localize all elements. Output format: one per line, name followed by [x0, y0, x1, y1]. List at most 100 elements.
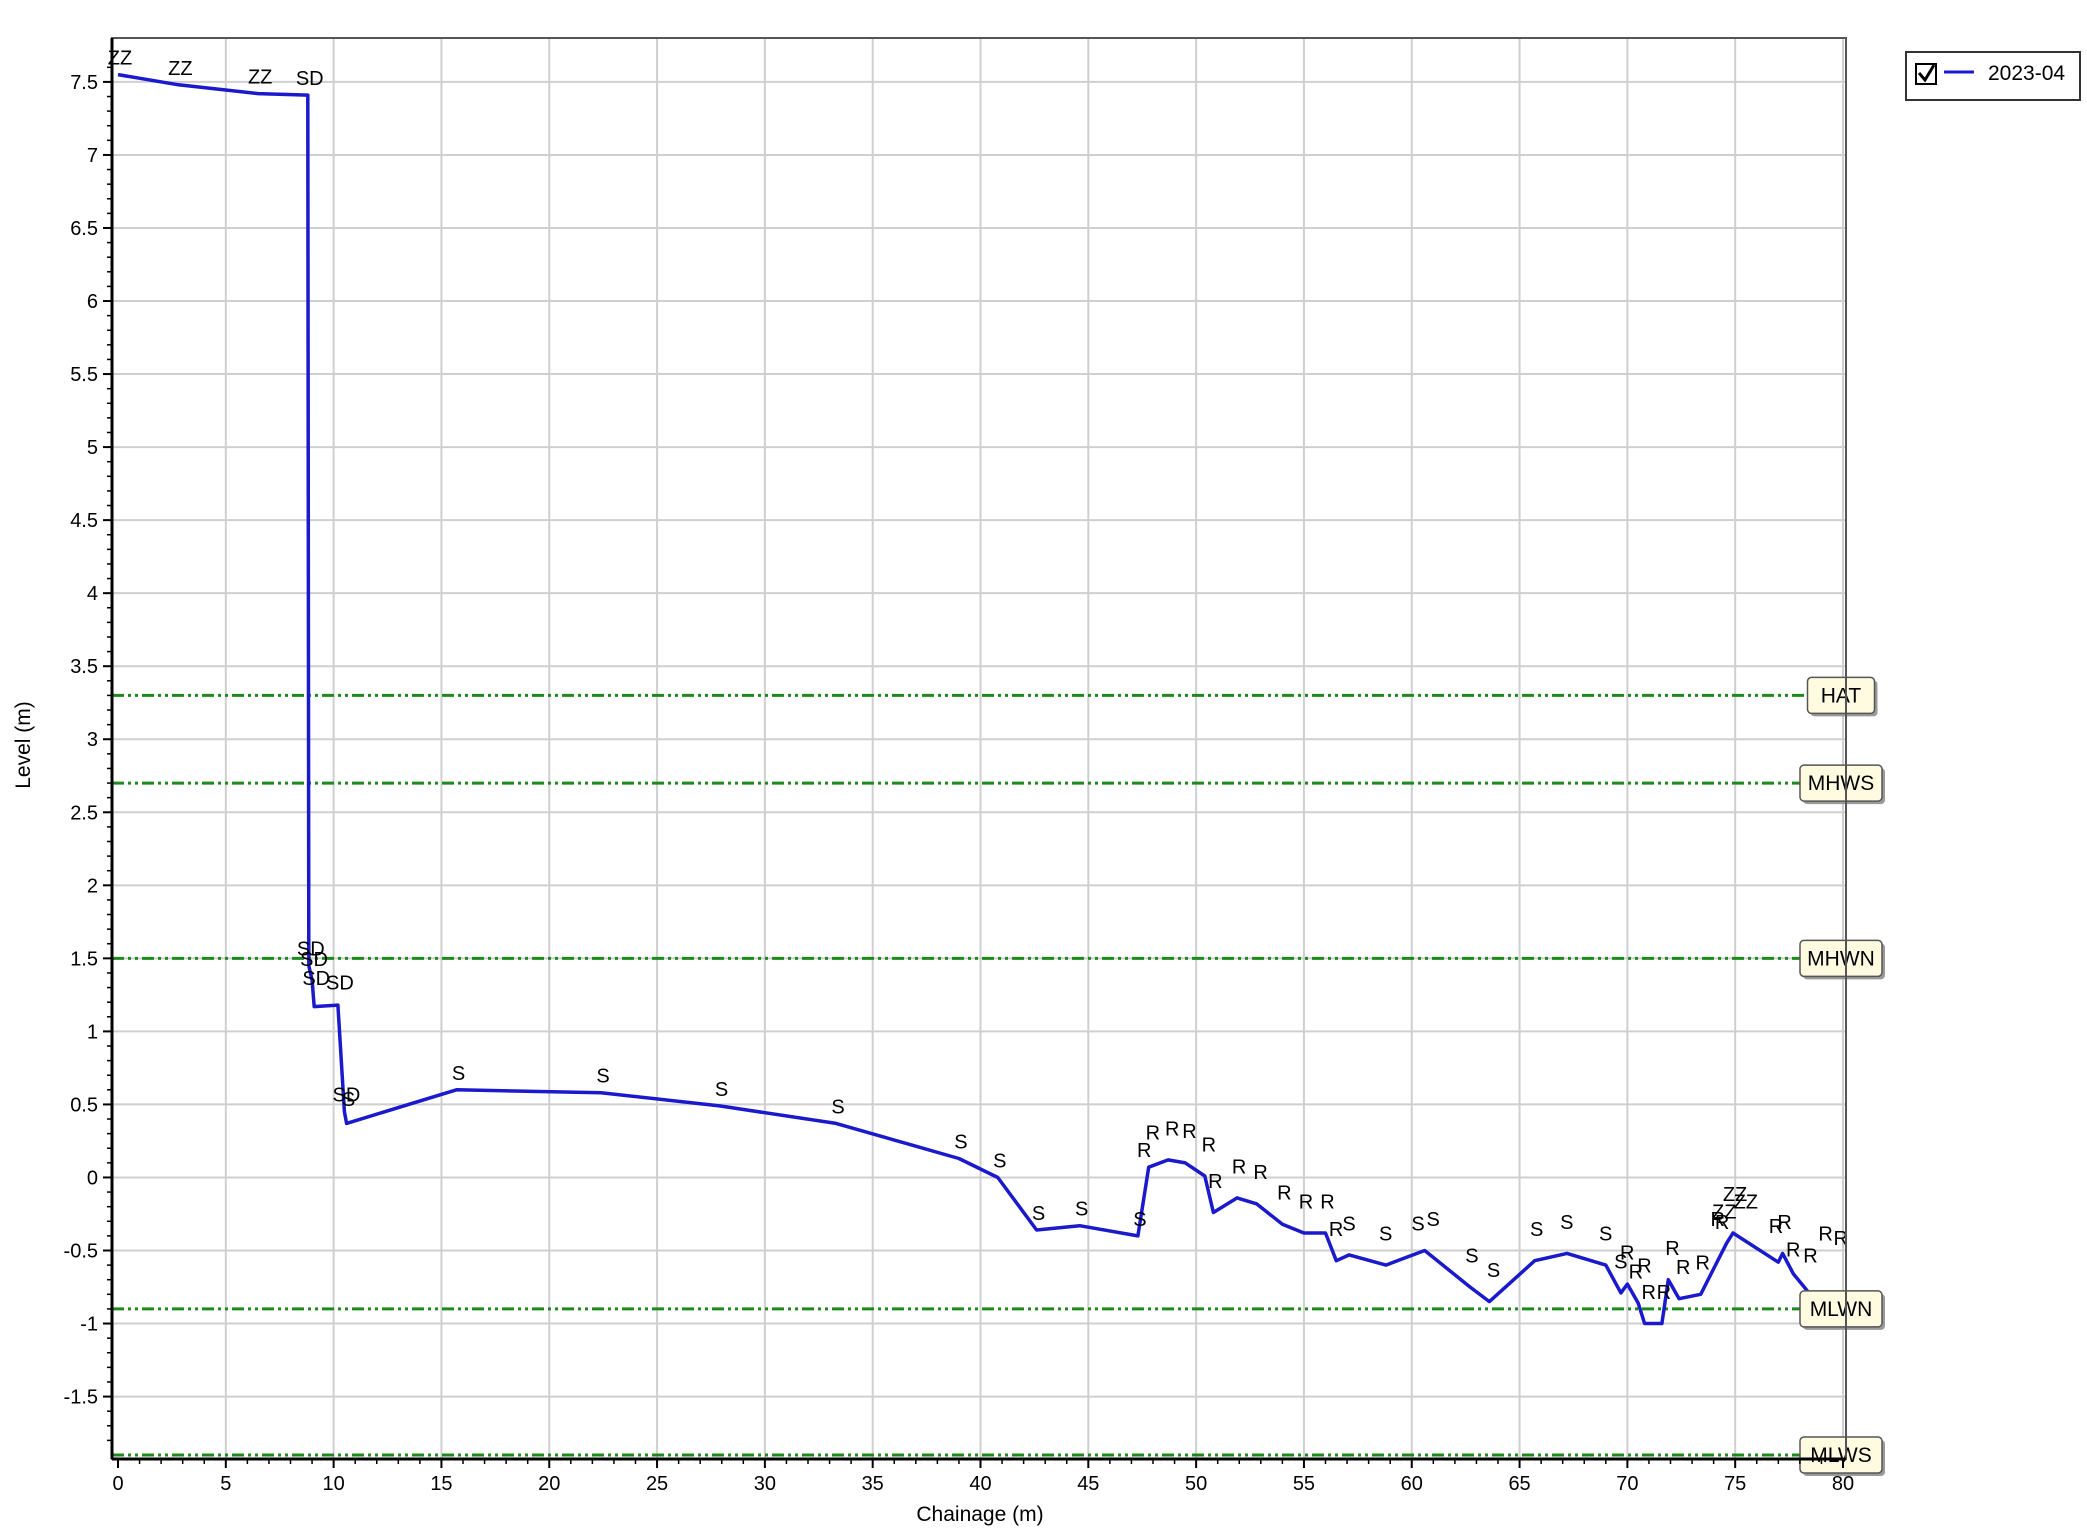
x-tick-label: 60: [1401, 1473, 1423, 1495]
y-tick-label: 6: [87, 291, 98, 313]
check-icon: [1917, 64, 1936, 83]
y-axis-title: Level (m): [12, 701, 35, 789]
y-tick-label: -1: [80, 1314, 98, 1336]
point-code-label: R: [1620, 1242, 1634, 1264]
point-code-label: R: [1629, 1261, 1643, 1283]
point-code-label: S: [715, 1079, 728, 1101]
point-code-label: S: [1133, 1209, 1146, 1231]
x-tick-label: 45: [1077, 1473, 1099, 1495]
point-code-label: R: [1786, 1240, 1800, 1262]
point-code-label: R: [1232, 1156, 1246, 1178]
legend-label: 2023-04: [1988, 62, 2065, 85]
point-code-label: R: [1818, 1223, 1832, 1245]
point-code-label: ZZ: [248, 67, 272, 89]
x-tick-label: 25: [646, 1473, 668, 1495]
y-tick-label: 7.5: [70, 72, 98, 94]
y-tick-label: 2: [87, 875, 98, 897]
x-tick-label: 30: [754, 1473, 776, 1495]
point-code-label: R: [1329, 1219, 1343, 1241]
y-tick-label: 3.5: [70, 656, 98, 678]
point-code-label: S: [1530, 1219, 1543, 1241]
point-code-label: S: [831, 1096, 844, 1118]
reference-label: HAT: [1821, 684, 1862, 707]
point-code-label: R: [1665, 1238, 1679, 1260]
reference-label: MHWN: [1807, 947, 1875, 970]
point-code-label: S: [1411, 1213, 1424, 1235]
point-code-label: S: [954, 1131, 967, 1153]
point-code-label: R: [1320, 1191, 1334, 1213]
point-code-label: ZZ: [108, 48, 132, 70]
reference-label: MLWS: [1810, 1444, 1871, 1467]
point-code-label: R: [1676, 1257, 1690, 1279]
point-code-label: R: [1253, 1162, 1267, 1184]
y-tick-label: 2.5: [70, 802, 98, 824]
series-line-2023-04: [117, 72, 1828, 1326]
y-tick-label: 1: [87, 1021, 98, 1043]
point-code-label: S: [1342, 1213, 1355, 1235]
point-code-label: SD: [296, 68, 324, 90]
point-code-label: R: [1182, 1121, 1196, 1143]
x-tick-label: 35: [862, 1473, 884, 1495]
x-tick-label: 0: [112, 1473, 123, 1495]
reference-label: MHWS: [1808, 772, 1875, 795]
point-code-label: R: [1165, 1118, 1179, 1140]
x-tick-label: 5: [220, 1473, 231, 1495]
y-tick-label: 7: [87, 145, 98, 167]
reference-label-box: [1799, 1436, 1883, 1474]
x-tick-label: 75: [1724, 1473, 1746, 1495]
y-tick-label: 1.5: [70, 948, 98, 970]
point-code-label: S: [596, 1066, 609, 1088]
y-tick-label: 3: [87, 729, 98, 751]
point-code-label: SD: [300, 949, 328, 971]
point-code-label: R: [1642, 1282, 1656, 1304]
point-code-label: R: [1657, 1282, 1671, 1304]
point-code-label: R: [1277, 1183, 1291, 1205]
x-tick-label: 50: [1185, 1473, 1207, 1495]
reference-label-box: [1806, 676, 1876, 715]
point-code-label: ZZ: [1723, 1184, 1747, 1206]
point-code-label: S: [342, 1089, 355, 1111]
legend: 2023-04: [1905, 51, 2081, 101]
y-tick-label: -0.5: [64, 1240, 98, 1262]
x-tick-label: 10: [323, 1473, 345, 1495]
point-code-label: S: [1599, 1223, 1612, 1245]
x-tick-label: 55: [1293, 1473, 1315, 1495]
point-code-label: S: [1614, 1251, 1627, 1273]
x-tick-label: 15: [430, 1473, 452, 1495]
point-code-label: S: [1075, 1199, 1088, 1221]
point-code-label: R: [1299, 1191, 1313, 1213]
y-tick-label: 4: [87, 583, 98, 605]
series-lines: [117, 72, 1828, 1326]
reference-label-box: [1799, 764, 1883, 802]
point-code-label: ZZ: [168, 58, 192, 80]
point-code-label: ZZ: [1734, 1191, 1758, 1213]
point-code-label: R: [1803, 1245, 1817, 1267]
point-code-label: R: [1711, 1209, 1725, 1231]
point-code-label: SD: [333, 1085, 361, 1107]
x-tick-label: 80: [1832, 1473, 1854, 1495]
reference-lines: [112, 693, 1846, 1457]
reference-label: MLWN: [1810, 1298, 1873, 1321]
point-code-label: R: [1202, 1134, 1216, 1156]
y-tick-label: 4.5: [70, 510, 98, 532]
point-code-label: R: [1637, 1256, 1651, 1278]
x-tick-label: 40: [969, 1473, 991, 1495]
reference-label-box: [1799, 1290, 1883, 1328]
point-code-label: S: [1426, 1209, 1439, 1231]
point-code-label: S: [1379, 1223, 1392, 1245]
y-tick-label: -1.5: [64, 1387, 98, 1409]
y-tick-label: 5: [87, 437, 98, 459]
y-tick-label: 6.5: [70, 218, 98, 240]
point-code-label: R: [1208, 1171, 1222, 1193]
point-code-label: R: [1833, 1228, 1847, 1250]
legend-frame: [1905, 51, 2081, 101]
point-code-label: S: [1487, 1260, 1500, 1282]
point-code-label: R: [1695, 1253, 1709, 1275]
y-tick-label: 0: [87, 1167, 98, 1189]
x-axis-title: Chainage (m): [916, 1503, 1043, 1526]
point-code-label: ZZ: [1712, 1202, 1736, 1224]
point-code-label: R: [1146, 1123, 1160, 1145]
point-code-label: SD: [302, 968, 330, 990]
